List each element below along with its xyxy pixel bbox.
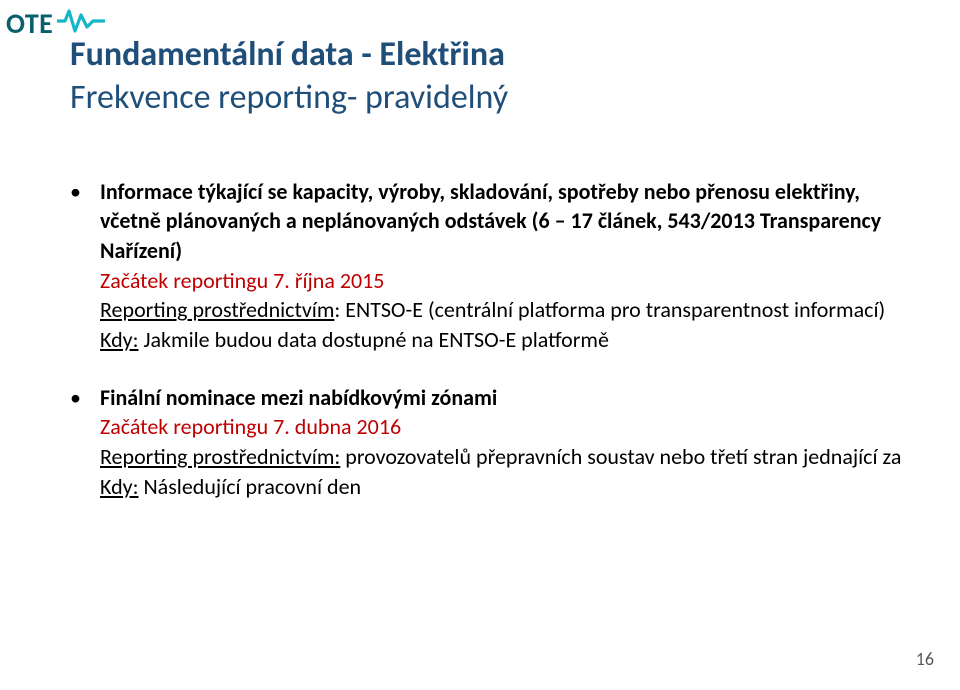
bullet-head: Finální nominace mezi nabídkovými zónami (100, 383, 910, 413)
start-date: 7. dubna 2016 (273, 413, 401, 440)
when-text: Jakmile budou data dostupné na ENTSO-E p… (138, 326, 608, 353)
start-label: Začátek reportingu (100, 413, 273, 440)
slide-content: Fundamentální data - Elektřina Frekvence… (70, 35, 910, 529)
bullet-when: Kdy: Následující pracovní den (100, 472, 910, 502)
via-text: : ENTSO-E (centrální platforma pro trans… (334, 296, 885, 323)
bullet-when: Kdy: Jakmile budou data dostupné na ENTS… (100, 325, 910, 355)
when-text: Následující pracovní den (138, 473, 361, 500)
bullet-item: • Finální nominace mezi nabídkovými zóna… (70, 383, 910, 502)
start-date: 7. října 2015 (273, 267, 384, 294)
bullet-item: • Informace týkající se kapacity, výroby… (70, 177, 910, 355)
title-line-2: Frekvence reporting- pravidelný (70, 78, 910, 119)
start-label: Začátek reportingu (100, 267, 273, 294)
page-number: 16 (916, 648, 934, 670)
bullet-head: Informace týkající se kapacity, výroby, … (100, 177, 910, 266)
bullet-via: Reporting prostřednictvím: provozovatelů… (100, 442, 910, 472)
bullet-start: Začátek reportingu 7. října 2015 (100, 266, 910, 296)
via-label: Reporting prostřednictvím (100, 296, 334, 323)
logo-text: OTE (6, 6, 53, 41)
title-line-1: Fundamentální data - Elektřina (70, 35, 910, 76)
via-text: provozovatelů přepravních soustav nebo t… (340, 443, 901, 470)
bullet-list: • Informace týkající se kapacity, výroby… (70, 177, 910, 502)
bullet-dot-icon: • (70, 177, 82, 207)
when-label: Kdy: (100, 326, 138, 353)
via-label: Reporting prostřednictvím: (100, 443, 340, 470)
bullet-via: Reporting prostřednictvím: ENTSO-E (cent… (100, 295, 910, 325)
bullet-dot-icon: • (70, 383, 82, 413)
bullet-start: Začátek reportingu 7. dubna 2016 (100, 412, 910, 442)
when-label: Kdy: (100, 473, 138, 500)
